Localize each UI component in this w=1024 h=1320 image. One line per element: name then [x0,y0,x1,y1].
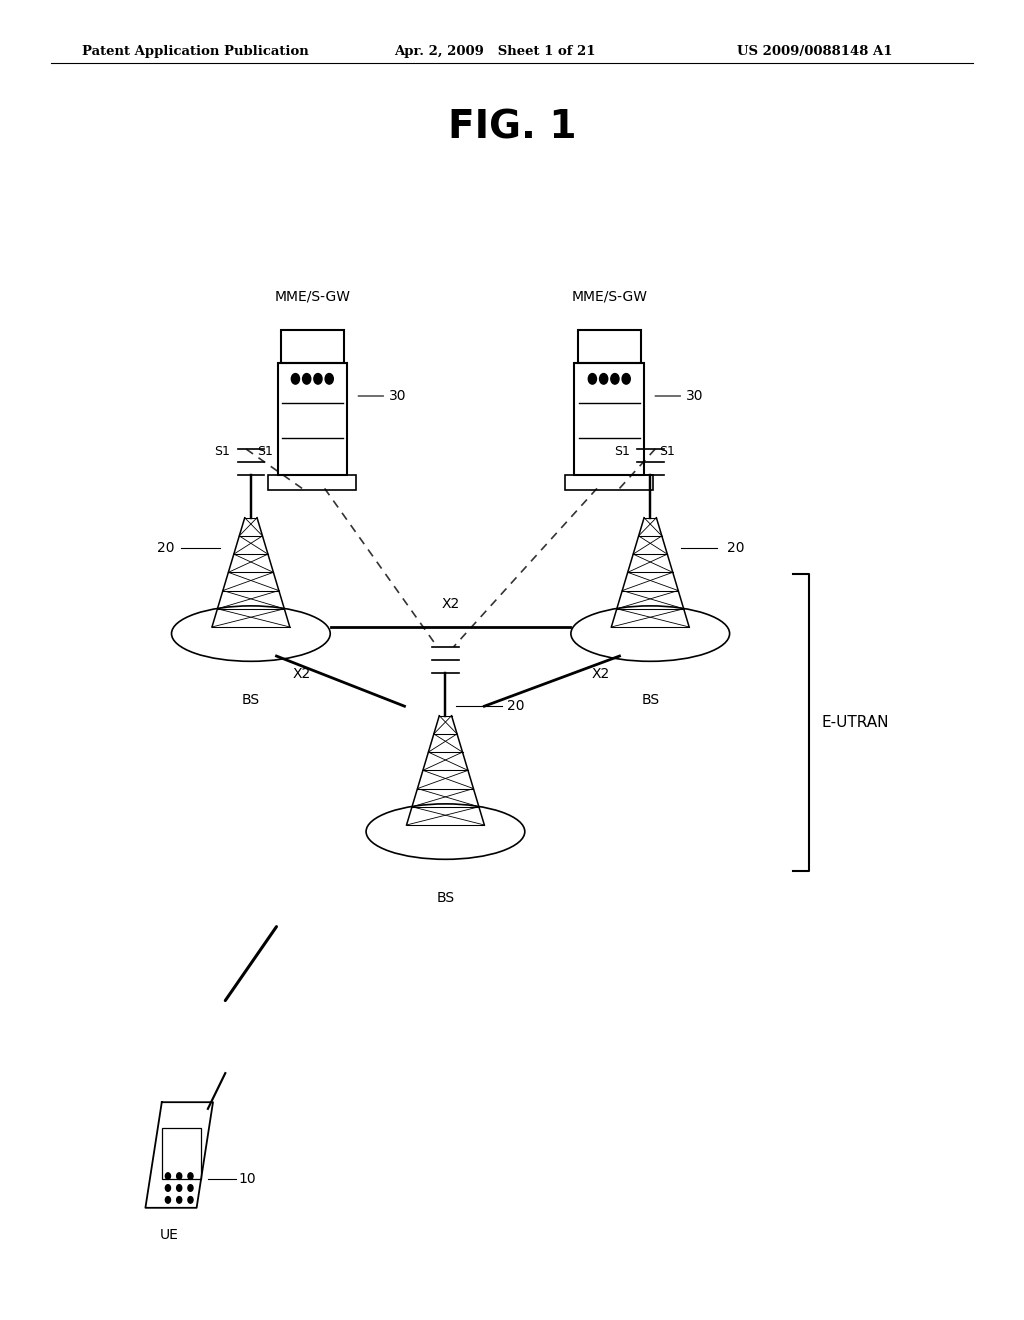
Bar [162,1129,201,1179]
Text: MME/S-GW: MME/S-GW [571,289,647,304]
Circle shape [165,1196,170,1204]
Text: S1: S1 [257,445,273,458]
Text: X2: X2 [293,667,311,681]
Text: BS: BS [436,891,455,906]
Text: US 2009/0088148 A1: US 2009/0088148 A1 [737,45,893,58]
Text: X2: X2 [592,667,610,681]
Circle shape [291,374,299,384]
Circle shape [176,1196,182,1204]
Circle shape [165,1172,170,1180]
Bar [574,363,644,475]
Text: BS: BS [641,693,659,708]
Text: E-UTRAN: E-UTRAN [821,715,889,730]
Circle shape [188,1172,193,1180]
Text: S1: S1 [214,445,230,458]
Text: MME/S-GW: MME/S-GW [274,289,350,304]
Text: 20: 20 [507,700,524,713]
Circle shape [303,374,311,384]
Text: UE: UE [160,1228,178,1242]
Circle shape [326,374,334,384]
Circle shape [600,374,608,384]
Bar [268,475,356,490]
Circle shape [622,374,630,384]
Bar [278,363,347,475]
Text: Apr. 2, 2009   Sheet 1 of 21: Apr. 2, 2009 Sheet 1 of 21 [394,45,596,58]
Circle shape [188,1185,193,1191]
Text: 20: 20 [727,541,744,554]
Text: S1: S1 [658,445,675,458]
Text: 10: 10 [239,1172,256,1185]
Bar [281,330,344,363]
Circle shape [313,374,322,384]
Circle shape [188,1196,193,1204]
Circle shape [165,1185,170,1191]
Text: 30: 30 [358,389,407,403]
Text: 20: 20 [157,541,174,554]
Text: S1: S1 [613,445,630,458]
Text: FIG. 1: FIG. 1 [447,108,577,147]
Bar [565,475,653,490]
Bar [578,330,641,363]
Circle shape [176,1172,182,1180]
Circle shape [176,1185,182,1191]
Text: Patent Application Publication: Patent Application Publication [82,45,308,58]
Text: BS: BS [242,693,260,708]
Text: 30: 30 [655,389,703,403]
Circle shape [610,374,618,384]
Text: X2: X2 [441,597,460,611]
Circle shape [588,374,596,384]
